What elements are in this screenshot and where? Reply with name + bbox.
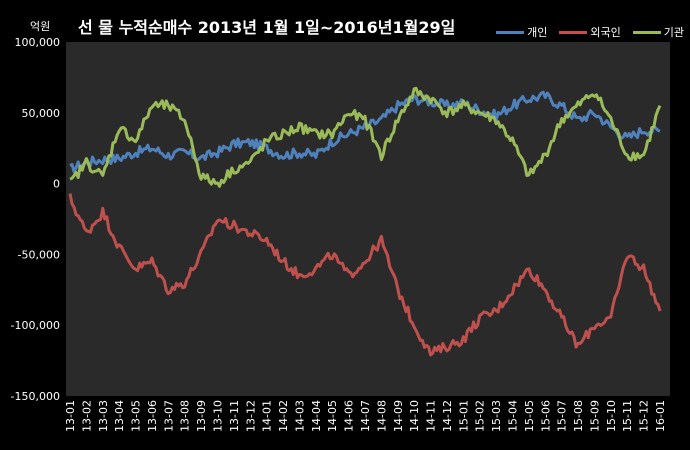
y-tick-label: -150,000 [11, 390, 60, 403]
x-tick-label: 13-11 [228, 400, 241, 432]
legend-item-institution: 기관 [632, 24, 684, 40]
y-tick-label: 0 [53, 178, 60, 191]
x-tick-label: 14-07 [359, 400, 372, 432]
x-tick-label: 13-04 [113, 400, 126, 432]
x-tick-label: 15-02 [474, 400, 487, 432]
x-tick-label: 13-01 [64, 400, 77, 432]
x-tick-label: 14-06 [343, 400, 356, 432]
y-tick-label: 100,000 [15, 36, 61, 49]
y-tick-label: 50,000 [22, 107, 61, 120]
legend-swatch-individual [496, 30, 525, 34]
series-line [68, 193, 662, 357]
x-tick-label: 14-11 [425, 400, 438, 432]
x-tick-label: 15-05 [523, 400, 536, 432]
x-tick-label: 15-08 [572, 400, 585, 432]
x-tick-label: 15-04 [507, 400, 520, 432]
x-tick-label: 14-03 [293, 400, 306, 432]
x-tick-label: 14-10 [408, 400, 421, 432]
x-tick-label: 13-12 [244, 400, 257, 432]
x-tick-label: 15-07 [556, 400, 569, 432]
x-tick-label: 15-06 [539, 400, 552, 432]
x-tick-label: 13-02 [80, 400, 93, 432]
x-tick-label: 14-04 [310, 400, 323, 432]
x-tick-label: 13-09 [195, 400, 208, 432]
chart-title: 선 물 누적순매수 2013년 1월 1일~2016년1월29일 [78, 18, 456, 37]
x-tick-label: 13-08 [179, 400, 192, 432]
x-tick-label: 14-02 [277, 400, 290, 432]
x-tick-label: 13-03 [97, 400, 110, 432]
x-tick-label: 14-09 [392, 400, 405, 432]
x-tick-label: 15-01 [457, 400, 470, 432]
legend-swatch-foreign [559, 30, 588, 34]
x-tick-label: 14-05 [326, 400, 339, 432]
x-tick-label: 15-10 [605, 400, 618, 432]
series-line [69, 86, 662, 188]
legend: 개인 외국인 기관 [496, 24, 684, 40]
legend-swatch-institution [632, 30, 661, 34]
legend-label-institution: 기관 [663, 26, 684, 39]
legend-label-individual: 개인 [527, 26, 548, 39]
x-tick-label: 15-11 [621, 400, 634, 432]
legend-label-foreign: 외국인 [590, 26, 621, 39]
x-tick-label: 13-05 [130, 400, 143, 432]
x-tick-label: 15-12 [638, 400, 651, 432]
x-tick-label: 15-09 [588, 400, 601, 432]
y-tick-label: -100,000 [11, 319, 60, 332]
legend-item-foreign: 외국인 [559, 24, 621, 40]
x-tick-label: 16-01 [654, 400, 667, 432]
y-tick-label: -50,000 [18, 248, 60, 261]
x-tick-label: 13-06 [146, 400, 159, 432]
x-tick-label: 13-07 [162, 400, 175, 432]
y-axis-unit-label: 억원 [30, 20, 51, 33]
x-tick-label: 14-12 [441, 400, 454, 432]
legend-item-individual: 개인 [496, 24, 547, 40]
x-tick-label: 13-10 [212, 400, 225, 432]
x-tick-label: 14-08 [375, 400, 388, 432]
x-tick-label: 15-03 [490, 400, 503, 432]
x-tick-label: 14-01 [261, 400, 274, 432]
